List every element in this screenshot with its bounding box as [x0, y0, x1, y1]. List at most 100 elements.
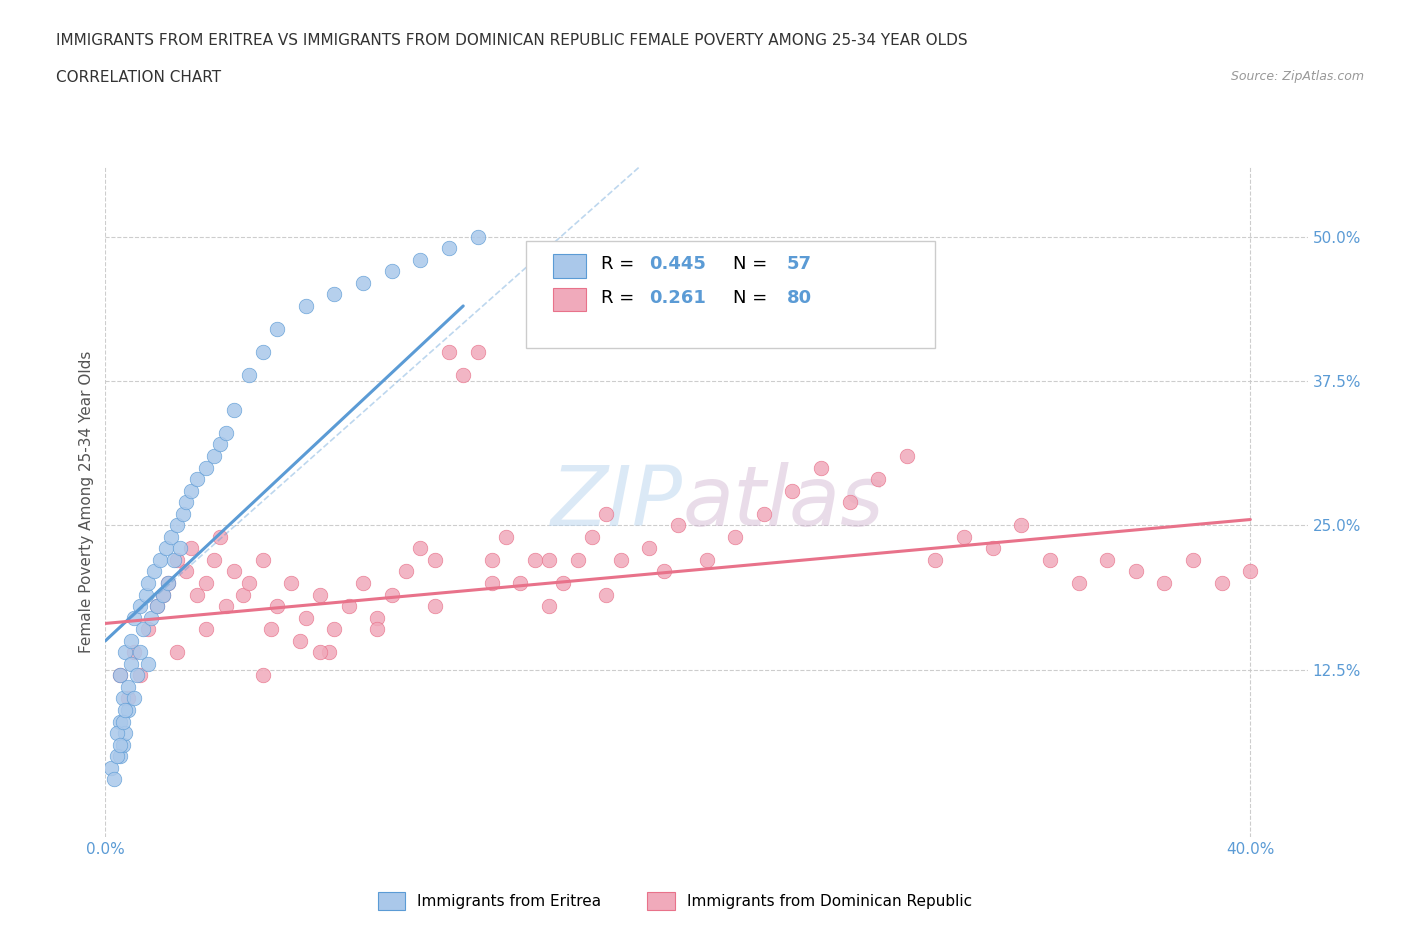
Point — [252, 345, 274, 360]
Point — [423, 552, 446, 567]
Point — [724, 529, 747, 544]
Point — [395, 564, 418, 578]
Text: R =: R = — [600, 256, 640, 273]
Point — [146, 599, 169, 614]
Text: N =: N = — [733, 256, 773, 273]
Point — [174, 564, 197, 578]
Point — [114, 702, 136, 717]
Point — [953, 529, 976, 544]
Point — [160, 529, 183, 544]
Point — [280, 576, 302, 591]
Point — [352, 576, 374, 591]
Point — [451, 367, 474, 382]
Point — [409, 252, 432, 267]
Point — [149, 552, 172, 567]
Point — [125, 668, 148, 683]
Point — [194, 622, 217, 637]
Point — [135, 587, 157, 602]
Point — [481, 552, 503, 567]
Point — [595, 587, 617, 602]
Point — [1067, 576, 1090, 591]
Point — [138, 576, 160, 591]
Point — [117, 702, 139, 717]
Point — [232, 587, 254, 602]
Point — [108, 714, 131, 729]
Point — [509, 576, 531, 591]
Point — [138, 657, 160, 671]
Point — [100, 761, 122, 776]
Point — [166, 552, 188, 567]
Point — [323, 287, 346, 302]
Point — [381, 587, 404, 602]
Point — [467, 345, 489, 360]
Point — [288, 633, 311, 648]
Point — [180, 541, 202, 556]
Point — [495, 529, 517, 544]
Point — [194, 576, 217, 591]
Point — [166, 644, 188, 659]
Point — [152, 587, 174, 602]
Point — [1211, 576, 1233, 591]
Text: R =: R = — [600, 289, 645, 307]
Text: CORRELATION CHART: CORRELATION CHART — [56, 70, 221, 85]
FancyBboxPatch shape — [553, 255, 586, 278]
Point — [1010, 518, 1032, 533]
Point — [252, 552, 274, 567]
Point — [553, 576, 575, 591]
Point — [214, 599, 236, 614]
Point — [523, 552, 546, 567]
Point — [138, 622, 160, 637]
Point — [409, 541, 432, 556]
Y-axis label: Female Poverty Among 25-34 Year Olds: Female Poverty Among 25-34 Year Olds — [79, 351, 94, 654]
Point — [538, 552, 561, 567]
Point — [366, 610, 388, 625]
Point — [122, 610, 145, 625]
Point — [981, 541, 1004, 556]
Point — [638, 541, 661, 556]
FancyBboxPatch shape — [553, 288, 586, 312]
Point — [128, 599, 150, 614]
Text: N =: N = — [733, 289, 773, 307]
Text: 0.261: 0.261 — [648, 289, 706, 307]
Point — [128, 644, 150, 659]
Point — [163, 552, 186, 567]
Point — [538, 599, 561, 614]
Point — [202, 552, 225, 567]
Point — [108, 737, 131, 752]
Point — [581, 529, 603, 544]
Point — [924, 552, 946, 567]
Point — [1125, 564, 1147, 578]
Point — [252, 668, 274, 683]
Point — [896, 448, 918, 463]
Point — [105, 749, 128, 764]
Point — [437, 345, 460, 360]
Point — [696, 552, 718, 567]
Point — [1153, 576, 1175, 591]
Point — [105, 725, 128, 740]
Point — [481, 576, 503, 591]
Point — [266, 599, 288, 614]
Point — [111, 691, 134, 706]
Point — [1239, 564, 1261, 578]
Point — [202, 448, 225, 463]
Point — [295, 610, 318, 625]
Text: ZIP: ZIP — [551, 461, 682, 543]
Point — [224, 403, 246, 418]
Point — [666, 518, 689, 533]
Text: 0.445: 0.445 — [648, 256, 706, 273]
Point — [1095, 552, 1118, 567]
Point — [309, 644, 332, 659]
Point — [152, 587, 174, 602]
Point — [186, 587, 208, 602]
Legend: Immigrants from Eritrea, Immigrants from Dominican Republic: Immigrants from Eritrea, Immigrants from… — [370, 884, 980, 918]
Point — [111, 737, 134, 752]
Point — [108, 668, 131, 683]
Point — [381, 264, 404, 279]
Point — [266, 322, 288, 337]
Point — [143, 564, 166, 578]
Point — [352, 275, 374, 290]
Point — [108, 749, 131, 764]
Text: 57: 57 — [787, 256, 813, 273]
Point — [169, 541, 191, 556]
Point — [166, 518, 188, 533]
